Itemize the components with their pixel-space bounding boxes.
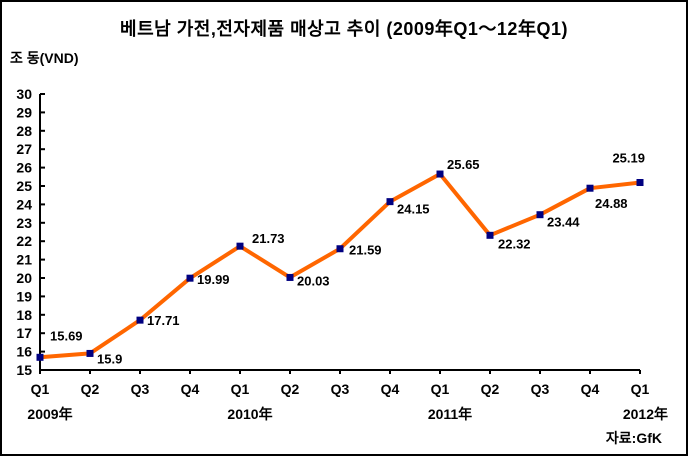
data-point-marker	[86, 349, 94, 357]
x-tick-label: Q2	[81, 381, 100, 397]
data-label: 25.19	[612, 151, 645, 166]
data-label: 25.65	[447, 157, 480, 172]
source-label: 자료:GfK	[605, 430, 662, 446]
sales-line	[38, 172, 642, 360]
data-label: 19.99	[197, 272, 230, 287]
y-tick-label: 24	[16, 196, 32, 212]
y-tick-label: 15	[16, 362, 32, 378]
y-tick-label: 19	[16, 288, 32, 304]
year-label: 2011年	[428, 406, 472, 422]
y-tick-label: 16	[16, 344, 32, 360]
data-point-marker	[636, 179, 644, 187]
y-axis-unit-label: 조 동(VND)	[10, 50, 79, 66]
x-tick-label: Q2	[281, 381, 300, 397]
x-tick-label: Q3	[331, 381, 350, 397]
x-tick-label: Q1	[231, 381, 250, 397]
y-tick-label: 20	[16, 270, 32, 286]
data-label: 20.03	[297, 273, 330, 288]
data-label: 22.32	[498, 236, 531, 251]
y-tick-label: 29	[16, 104, 32, 120]
x-tick-label: Q1	[31, 381, 50, 397]
x-tick-label: Q4	[181, 381, 200, 397]
data-point-marker	[536, 211, 544, 219]
x-tick-label: Q1	[631, 381, 650, 397]
data-point-marker	[136, 316, 144, 324]
data-point-marker	[586, 184, 594, 192]
data-label: 15.69	[50, 328, 83, 343]
data-label: 21.59	[349, 243, 382, 258]
y-tick-label: 22	[16, 233, 32, 249]
data-point-marker	[186, 274, 194, 282]
y-tick-label: 26	[16, 160, 32, 176]
y-tick-label: 18	[16, 307, 32, 323]
chart-title: 베트남 가전,전자제품 매상고 추이 (2009年Q1～12年Q1)	[120, 19, 568, 39]
data-label: 23.44	[547, 215, 580, 230]
y-tick-label: 28	[16, 123, 32, 139]
y-tick-label: 17	[16, 325, 32, 341]
data-point-marker	[286, 273, 294, 281]
data-label: 24.15	[397, 202, 430, 217]
data-label: 17.71	[147, 313, 180, 328]
year-label: 2010年	[227, 406, 272, 422]
y-tick-label: 23	[16, 215, 32, 231]
x-tick-label: Q1	[431, 381, 450, 397]
data-label: 24.88	[595, 196, 628, 211]
x-tick-label: Q4	[581, 381, 600, 397]
y-tick-label: 21	[16, 252, 32, 268]
data-point-marker	[436, 170, 444, 178]
data-point-marker	[336, 245, 344, 253]
year-label: 2012年	[623, 406, 668, 422]
x-tick-label: Q2	[481, 381, 500, 397]
year-label: 2009年	[27, 406, 72, 422]
data-label: 15.9	[97, 351, 122, 366]
y-tick-label: 27	[16, 141, 32, 157]
y-tick-label: 25	[16, 178, 32, 194]
data-point-marker	[486, 231, 494, 239]
x-tick-label: Q3	[531, 381, 550, 397]
x-tick-label: Q4	[381, 381, 400, 397]
data-point-marker	[236, 242, 244, 250]
data-point-marker	[36, 353, 44, 361]
data-label: 21.73	[252, 231, 285, 246]
data-point-marker	[386, 198, 394, 206]
x-tick-label: Q3	[131, 381, 150, 397]
y-tick-label: 30	[16, 86, 32, 102]
